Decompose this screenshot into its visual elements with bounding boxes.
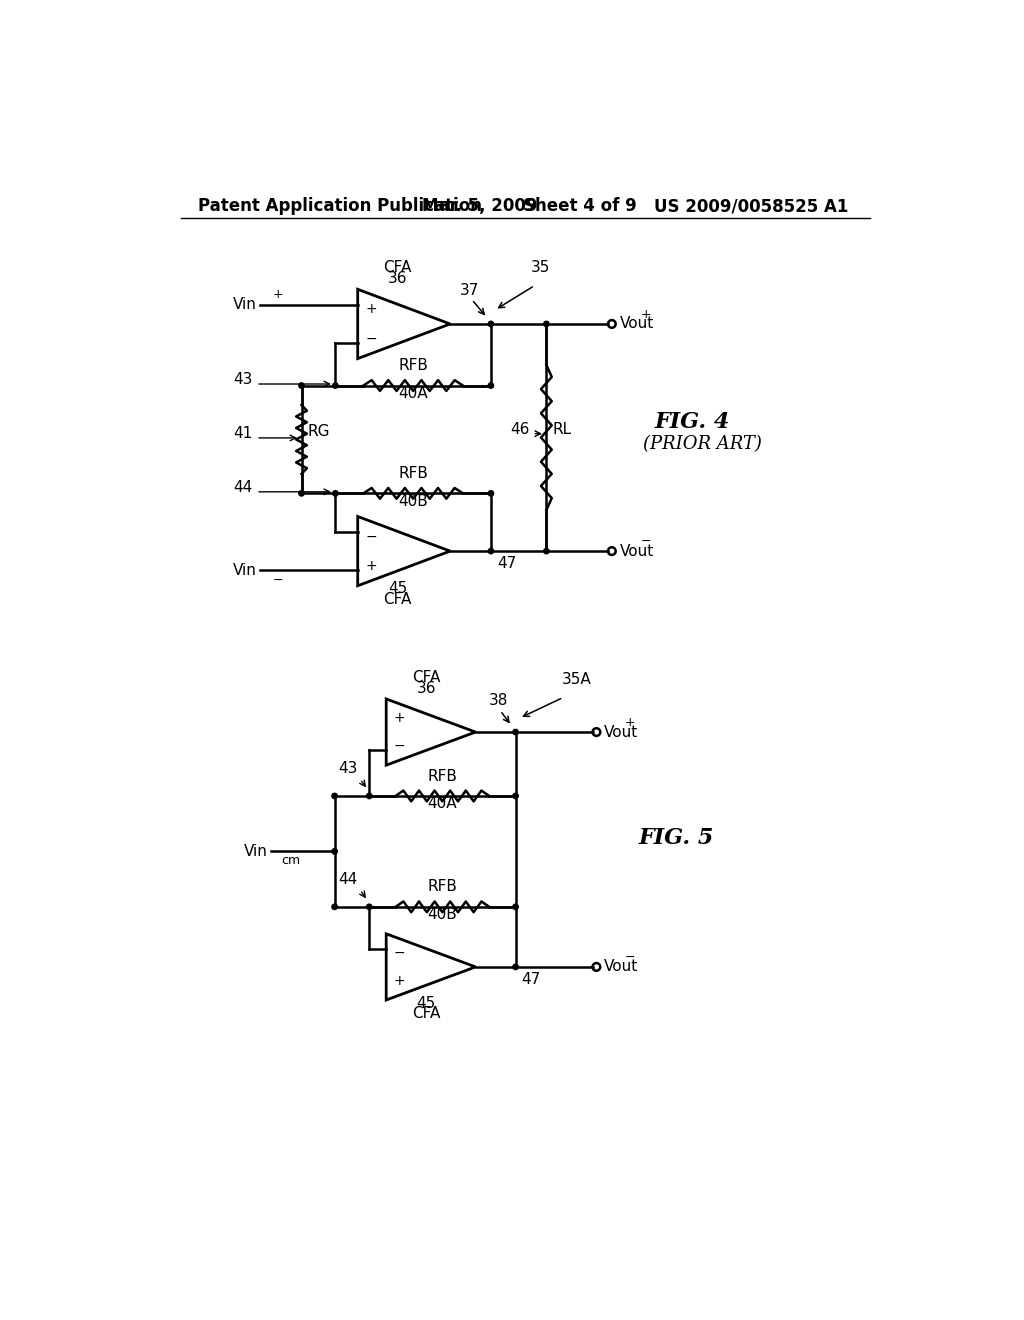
Text: CFA: CFA [384,593,412,607]
Text: +: + [366,302,377,317]
Circle shape [513,904,518,909]
Text: CFA: CFA [384,260,412,276]
Text: 40B: 40B [428,907,458,923]
Text: 46: 46 [510,421,529,437]
Text: Patent Application Publication: Patent Application Publication [199,197,482,215]
Text: FIG. 4: FIG. 4 [654,411,729,433]
Text: CFA: CFA [412,1006,440,1022]
Text: −: − [394,739,406,752]
Text: Vin: Vin [233,297,257,313]
Text: cm: cm [282,854,301,867]
Text: RFB: RFB [427,879,458,895]
Circle shape [513,793,518,799]
Circle shape [544,548,549,554]
Text: 37: 37 [460,282,479,298]
Text: 40A: 40A [398,385,428,401]
Text: Vout: Vout [604,725,638,739]
Text: +: + [272,288,283,301]
Circle shape [333,383,338,388]
Circle shape [332,849,337,854]
Text: +: + [625,717,636,730]
Text: +: + [394,711,406,725]
Text: CFA: CFA [412,671,440,685]
Text: 38: 38 [488,693,508,708]
Circle shape [513,730,518,735]
Text: −: − [272,574,283,586]
Circle shape [488,383,494,388]
Circle shape [544,321,549,326]
Text: (PRIOR ART): (PRIOR ART) [643,436,762,454]
Text: 45: 45 [388,581,408,597]
Text: 43: 43 [232,372,252,387]
Text: 44: 44 [339,871,357,887]
Text: 40B: 40B [398,494,428,508]
Text: +: + [366,558,377,573]
Text: 36: 36 [417,681,436,696]
Text: Mar. 5, 2009: Mar. 5, 2009 [422,197,538,215]
Text: 47: 47 [521,972,541,987]
Text: −: − [366,529,377,544]
Circle shape [332,904,337,909]
Text: Vout: Vout [620,544,653,558]
Text: −: − [625,952,636,964]
Circle shape [488,548,494,554]
Text: US 2009/0058525 A1: US 2009/0058525 A1 [654,197,849,215]
Text: 35: 35 [531,260,550,276]
Circle shape [332,793,337,799]
Circle shape [488,321,494,326]
Circle shape [367,904,372,909]
Circle shape [299,383,304,388]
Text: 35A: 35A [562,672,592,686]
Text: RG: RG [307,424,330,438]
Text: Vin: Vin [233,562,257,578]
Text: 40A: 40A [428,796,458,812]
Text: Vout: Vout [604,960,638,974]
Text: FIG. 5: FIG. 5 [639,826,714,849]
Circle shape [333,491,338,496]
Text: +: + [640,308,651,321]
Text: 41: 41 [233,426,252,441]
Text: RFB: RFB [398,358,428,374]
Text: +: + [394,974,406,987]
Circle shape [367,793,372,799]
Text: RFB: RFB [398,466,428,480]
Circle shape [299,491,304,496]
Text: RL: RL [553,421,571,437]
Text: Vout: Vout [620,317,653,331]
Text: −: − [640,536,651,548]
Circle shape [513,964,518,970]
Text: −: − [366,331,377,346]
Text: Vin: Vin [244,843,267,859]
Text: 47: 47 [497,556,516,572]
Text: 43: 43 [338,760,357,776]
Text: 36: 36 [388,271,408,286]
Text: 45: 45 [417,995,436,1011]
Text: −: − [394,946,406,960]
Text: RFB: RFB [427,768,458,784]
Circle shape [488,491,494,496]
Text: Sheet 4 of 9: Sheet 4 of 9 [523,197,637,215]
Text: 44: 44 [233,479,252,495]
